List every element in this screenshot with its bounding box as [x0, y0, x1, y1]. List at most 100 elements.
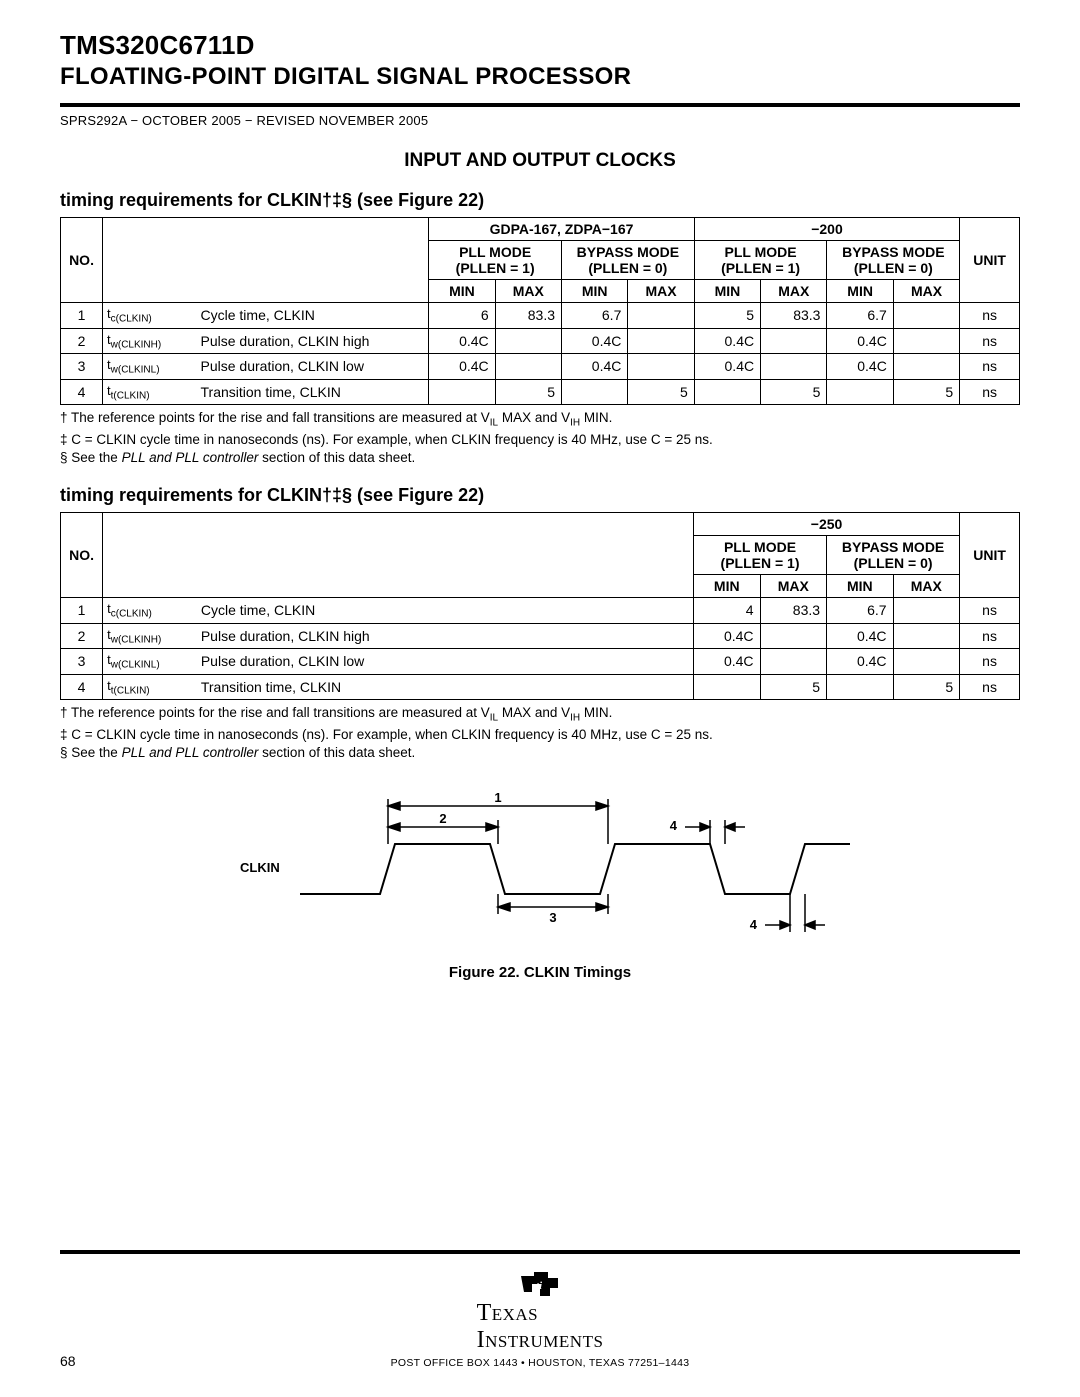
row-min	[694, 379, 760, 405]
table-row: 2tw(CLKINH)Pulse duration, CLKIN high0.4…	[61, 328, 1020, 354]
row-symbol: tw(CLKINL)	[103, 354, 197, 380]
row-desc: Pulse duration, CLKIN high	[197, 623, 694, 649]
doc-title: TMS320C6711D	[60, 30, 1020, 61]
row-desc: Cycle time, CLKIN	[197, 598, 694, 624]
row-max: 83.3	[495, 303, 561, 329]
blank-header	[103, 218, 429, 303]
row-max	[628, 303, 694, 329]
ti-brand-text: Texas Instruments	[477, 1300, 604, 1354]
footnotes-1: † The reference points for the rise and …	[60, 409, 1020, 467]
row-min: 5	[694, 303, 760, 329]
row-max: 5	[893, 379, 959, 405]
clkin-label: CLKIN	[240, 860, 280, 875]
table-row: 3tw(CLKINL)Pulse duration, CLKIN low0.4C…	[61, 354, 1020, 380]
footer-address: POST OFFICE BOX 1443 • HOUSTON, TEXAS 77…	[391, 1357, 690, 1369]
row-desc: Transition time, CLKIN	[197, 379, 429, 405]
row-unit: ns	[960, 649, 1020, 675]
footnote-section: § See the PLL and PLL controller section…	[60, 449, 1020, 467]
row-unit: ns	[960, 303, 1020, 329]
row-symbol: tt(CLKIN)	[103, 674, 197, 700]
row-max	[760, 649, 827, 675]
ti-logo-icon: ti	[518, 1270, 562, 1300]
mode-pll-2: PLL MODE(PLLEN = 1)	[694, 241, 827, 280]
row-max	[893, 303, 959, 329]
group-200: −200	[694, 218, 959, 241]
row-min: 0.4C	[694, 623, 761, 649]
page-footer: ti Texas Instruments POST OFFICE BOX 144…	[60, 1250, 1020, 1369]
row-min: 0.4C	[827, 354, 893, 380]
no-header: NO.	[61, 218, 103, 303]
row-min: 0.4C	[429, 354, 495, 380]
row-symbol: tw(CLKINH)	[103, 623, 197, 649]
dim-3-label: 3	[549, 910, 556, 925]
footnote-dagger: † The reference points for the rise and …	[60, 409, 1020, 430]
clock-waveform	[300, 844, 850, 894]
mode-bypass: BYPASS MODE(PLLEN = 0)	[827, 536, 960, 575]
footnote-section: § See the PLL and PLL controller section…	[60, 744, 1020, 762]
max: MAX	[628, 280, 694, 303]
timing-subheading-1: timing requirements for CLKIN†‡§ (see Fi…	[60, 190, 1020, 211]
row-max	[893, 623, 960, 649]
row-min	[429, 379, 495, 405]
row-min	[562, 379, 628, 405]
row-min: 6.7	[827, 598, 894, 624]
dim-4a	[685, 820, 745, 844]
min: MIN	[694, 280, 760, 303]
header-rule	[60, 103, 1020, 107]
table-row: 4tt(CLKIN)Transition time, CLKIN55ns	[61, 674, 1020, 700]
footnotes-2: † The reference points for the rise and …	[60, 704, 1020, 762]
blank-header	[103, 513, 694, 598]
row-no: 2	[61, 328, 103, 354]
doc-subtitle: FLOATING-POINT DIGITAL SIGNAL PROCESSOR	[60, 63, 1020, 91]
row-unit: ns	[960, 598, 1020, 624]
row-no: 2	[61, 623, 103, 649]
row-max: 5	[761, 379, 827, 405]
row-min	[694, 674, 761, 700]
row-no: 1	[61, 303, 103, 329]
row-no: 3	[61, 354, 103, 380]
row-max	[628, 354, 694, 380]
mode-bypass-1: BYPASS MODE(PLLEN = 0)	[562, 241, 695, 280]
row-min: 6.7	[562, 303, 628, 329]
dim-2-label: 2	[439, 811, 446, 826]
row-min: 4	[694, 598, 761, 624]
row-max	[495, 328, 561, 354]
row-min	[827, 674, 894, 700]
row-unit: ns	[960, 623, 1020, 649]
dim-4b	[765, 894, 825, 932]
row-max: 5	[760, 674, 827, 700]
row-symbol: tc(CLKIN)	[103, 598, 197, 624]
min: MIN	[429, 280, 495, 303]
clkin-timing-figure: CLKIN 1 2 3	[60, 784, 1020, 981]
timing-table-1: NO. GDPA-167, ZDPA−167 −200 UNIT PLL MOD…	[60, 217, 1020, 405]
row-no: 1	[61, 598, 103, 624]
row-min: 0.4C	[827, 649, 894, 675]
row-min: 0.4C	[827, 623, 894, 649]
row-min: 0.4C	[429, 328, 495, 354]
row-max	[893, 328, 959, 354]
row-desc: Cycle time, CLKIN	[197, 303, 429, 329]
footnote-ddagger: ‡ C = CLKIN cycle time in nanoseconds (n…	[60, 431, 1020, 449]
no-header: NO.	[61, 513, 103, 598]
mode-bypass-2: BYPASS MODE(PLLEN = 0)	[827, 241, 960, 280]
row-symbol: tw(CLKINH)	[103, 328, 197, 354]
row-unit: ns	[960, 354, 1020, 380]
timing-subheading-2: timing requirements for CLKIN†‡§ (see Fi…	[60, 485, 1020, 506]
row-desc: Pulse duration, CLKIN low	[197, 649, 694, 675]
max: MAX	[761, 280, 827, 303]
row-max	[893, 649, 960, 675]
mode-pll-1: PLL MODE(PLLEN = 1)	[429, 241, 562, 280]
max: MAX	[893, 575, 960, 598]
row-unit: ns	[960, 379, 1020, 405]
dim-4b-label: 4	[750, 917, 758, 932]
ti-logo: ti Texas Instruments	[477, 1270, 604, 1354]
row-unit: ns	[960, 328, 1020, 354]
row-max	[495, 354, 561, 380]
row-symbol: tt(CLKIN)	[103, 379, 197, 405]
footnote-dagger: † The reference points for the rise and …	[60, 704, 1020, 725]
row-unit: ns	[960, 674, 1020, 700]
row-max: 83.3	[760, 598, 827, 624]
group-250: −250	[694, 513, 960, 536]
figure-caption: Figure 22. CLKIN Timings	[449, 964, 631, 981]
row-min: 6.7	[827, 303, 893, 329]
